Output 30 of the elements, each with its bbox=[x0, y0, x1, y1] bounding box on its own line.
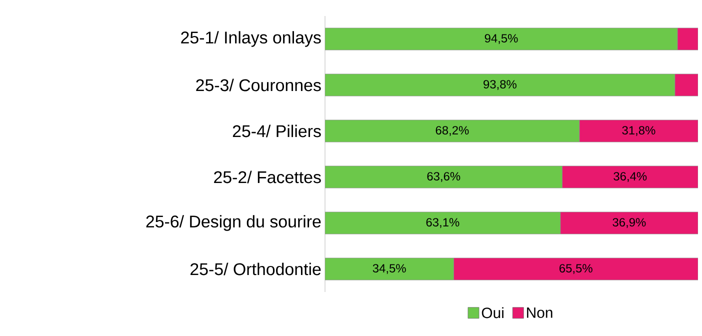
data-label: 63,1% bbox=[426, 218, 460, 228]
data-label: 31,8% bbox=[622, 126, 656, 136]
data-label: 68,2% bbox=[436, 126, 469, 136]
bar bbox=[453, 258, 698, 280]
data-label: 93,8% bbox=[484, 80, 516, 90]
bar bbox=[579, 120, 698, 142]
bar bbox=[677, 28, 698, 50]
bar bbox=[674, 74, 698, 96]
y-tick-label: 25-2/ Facettes bbox=[214, 170, 321, 184]
legend-label: Non bbox=[527, 308, 552, 318]
bar bbox=[562, 166, 698, 188]
y-tick-label: 25-4/ Piliers bbox=[232, 124, 321, 138]
bar bbox=[325, 212, 561, 234]
bar bbox=[325, 28, 678, 50]
bar bbox=[325, 74, 676, 96]
data-label: 36,9% bbox=[612, 218, 646, 228]
y-tick-label: 25-3/ Couronnes bbox=[196, 78, 321, 92]
y-tick-label: 25-1/ Inlays onlays bbox=[181, 31, 321, 47]
legend-label: Oui bbox=[482, 307, 504, 318]
y-tick-label: 25-5/ Orthodontie bbox=[190, 262, 321, 276]
data-label: 34,5% bbox=[372, 264, 406, 274]
bar bbox=[560, 212, 698, 234]
bar bbox=[325, 258, 454, 280]
bar bbox=[325, 166, 562, 188]
data-label: 94,5% bbox=[484, 34, 518, 44]
bar bbox=[325, 120, 580, 142]
data-label: 63,6% bbox=[427, 172, 460, 182]
data-label: 36,4% bbox=[614, 172, 647, 182]
y-tick-label: 25-6/ Design du sourire bbox=[146, 215, 321, 231]
data-label: 65,5% bbox=[560, 264, 592, 274]
